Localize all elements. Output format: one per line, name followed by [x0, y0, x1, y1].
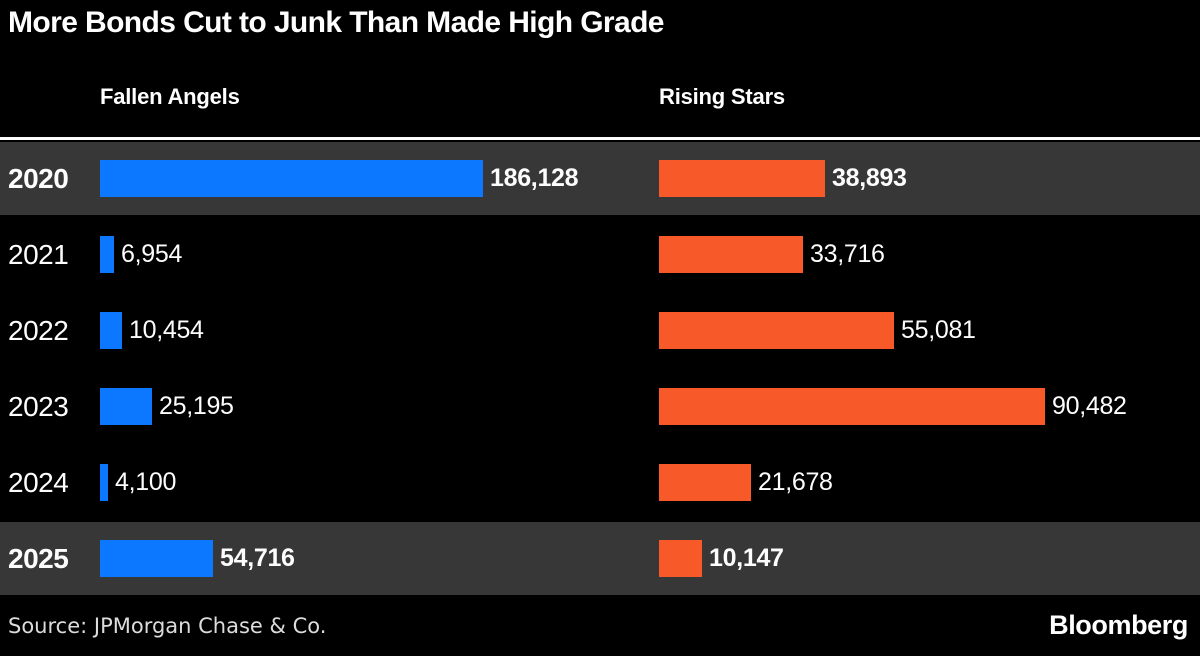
bar-value-label: 21,678	[758, 468, 833, 496]
bar-value-label: 55,081	[901, 316, 976, 344]
chart-title: More Bonds Cut to Junk Than Made High Gr…	[8, 6, 665, 39]
chart-rows: 2020 186,128 38,893 2021 6,954 33,716 20…	[0, 142, 1200, 595]
bloomberg-logo: Bloomberg	[1049, 610, 1188, 640]
fallen-angels-bar	[100, 312, 122, 349]
footer: Source: JPMorgan Chase & Co. Bloomberg	[0, 598, 1200, 653]
bar-value-label: 4,100	[115, 468, 177, 496]
rising-stars-bar	[659, 388, 1045, 425]
rising-stars-bar	[659, 464, 751, 501]
column-headers: Fallen Angels Rising Stars	[0, 84, 1200, 110]
source-attribution: Source: JPMorgan Chase & Co.	[8, 613, 327, 638]
bar-value-label: 90,482	[1052, 392, 1127, 420]
table-row-2020: 2020 186,128 38,893	[0, 142, 1200, 215]
fallen-angels-bar	[100, 236, 114, 273]
table-row-2023: 2023 25,195 90,482	[0, 370, 1200, 443]
year-label: 2024	[8, 466, 69, 498]
rising-stars-bar	[659, 312, 894, 349]
year-label: 2025	[8, 542, 69, 574]
bar-value-label: 186,128	[490, 164, 579, 192]
bar-value-label: 54,716	[220, 544, 295, 572]
fallen-angels-bar	[100, 160, 483, 197]
year-label: 2020	[8, 162, 69, 194]
bar-value-label: 10,454	[129, 316, 204, 344]
column-header-fallen-angels: Fallen Angels	[100, 84, 240, 109]
bar-value-label: 10,147	[709, 544, 784, 572]
bar-value-label: 38,893	[832, 164, 907, 192]
header-divider-line	[0, 137, 1200, 140]
table-row-2025: 2025 54,716 10,147	[0, 522, 1200, 595]
rising-stars-bar	[659, 236, 803, 273]
rising-stars-bar	[659, 160, 825, 197]
bar-value-label: 25,195	[159, 392, 234, 420]
bar-value-label: 33,716	[810, 240, 885, 268]
year-label: 2021	[8, 238, 69, 270]
table-row-2021: 2021 6,954 33,716	[0, 218, 1200, 291]
rising-stars-bar	[659, 540, 702, 577]
column-header-rising-stars: Rising Stars	[659, 84, 785, 109]
table-row-2024: 2024 4,100 21,678	[0, 446, 1200, 519]
fallen-angels-bar	[100, 388, 152, 425]
year-label: 2022	[8, 314, 69, 346]
bar-value-label: 6,954	[121, 240, 183, 268]
table-row-2022: 2022 10,454 55,081	[0, 294, 1200, 367]
year-label: 2023	[8, 390, 69, 422]
fallen-angels-bar	[100, 464, 108, 501]
fallen-angels-bar	[100, 540, 213, 577]
